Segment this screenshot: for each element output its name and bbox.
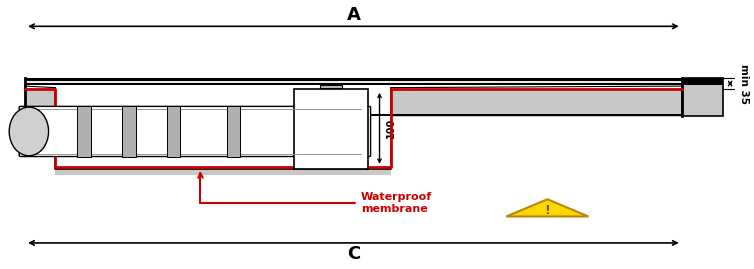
Text: C: C	[347, 245, 360, 263]
Bar	[682, 78, 722, 116]
Polygon shape	[507, 199, 588, 217]
Bar	[25, 114, 682, 117]
Bar	[25, 83, 682, 85]
Bar	[25, 114, 682, 116]
Bar	[25, 81, 682, 83]
Bar	[55, 167, 391, 175]
Bar	[391, 85, 682, 89]
Bar	[320, 85, 342, 89]
Bar	[25, 89, 55, 114]
Text: Waterproof
membrane: Waterproof membrane	[198, 173, 432, 214]
Bar	[167, 106, 180, 157]
Bar	[25, 85, 55, 89]
Text: !: !	[544, 204, 550, 217]
Bar	[55, 89, 391, 169]
Bar	[25, 78, 682, 81]
FancyBboxPatch shape	[19, 106, 370, 157]
Polygon shape	[25, 85, 55, 89]
Text: min 35: min 35	[739, 63, 749, 104]
Bar	[122, 106, 136, 157]
Text: A: A	[347, 6, 360, 24]
Ellipse shape	[9, 107, 48, 156]
Bar	[391, 89, 682, 114]
FancyBboxPatch shape	[294, 89, 369, 169]
Text: 100: 100	[385, 118, 396, 139]
Bar	[682, 78, 722, 85]
Bar	[78, 106, 90, 157]
Bar	[227, 106, 240, 157]
